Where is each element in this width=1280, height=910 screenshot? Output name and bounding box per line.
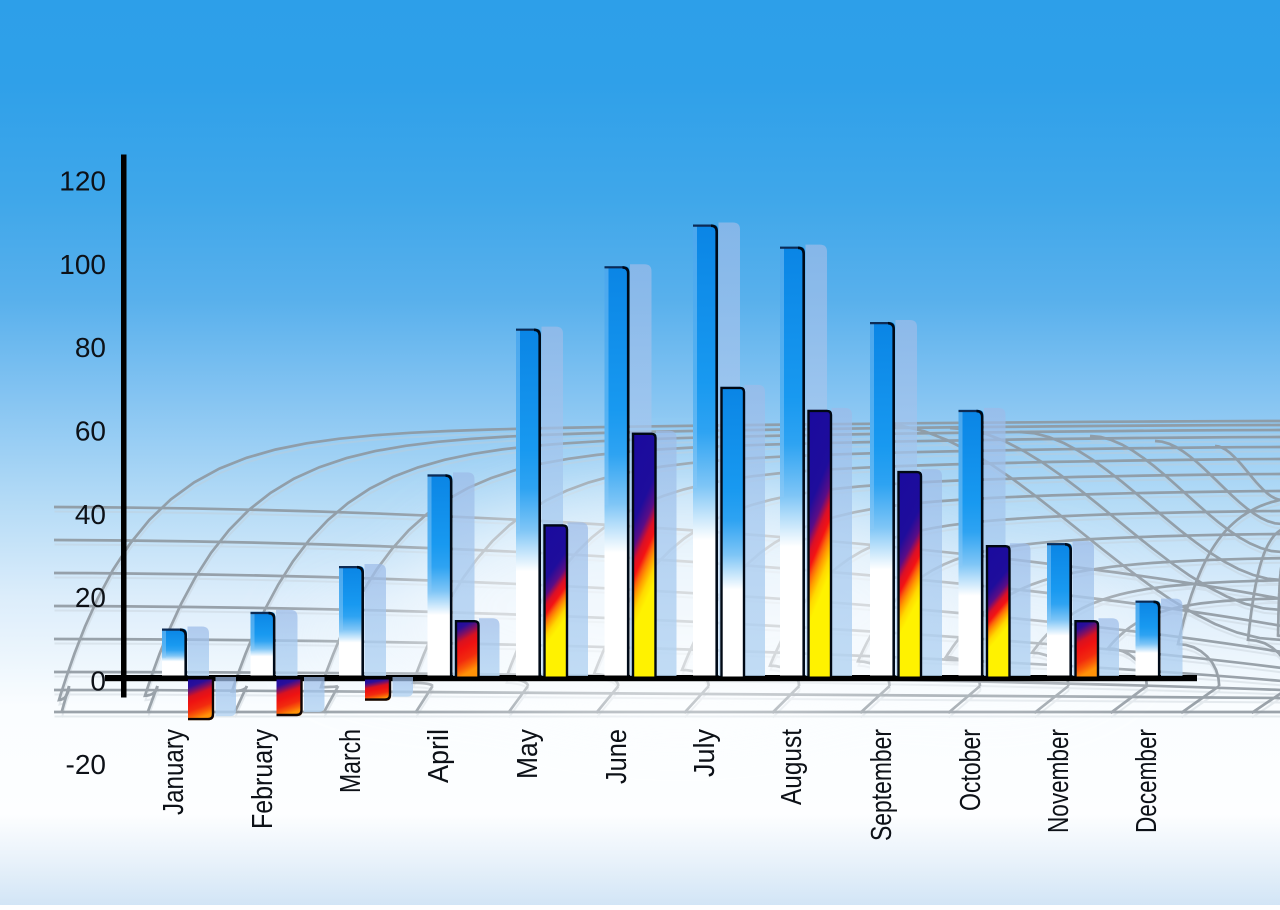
svg-text:120: 120	[59, 166, 106, 197]
svg-text:100: 100	[59, 249, 106, 280]
svg-text:July: July	[689, 729, 721, 777]
svg-text:September: September	[866, 729, 898, 841]
svg-text:November: November	[1043, 729, 1075, 833]
svg-text:40: 40	[75, 499, 106, 530]
svg-text:20: 20	[75, 582, 106, 613]
svg-text:80: 80	[75, 332, 106, 363]
svg-text:June: June	[601, 729, 633, 784]
svg-text:January: January	[158, 729, 190, 815]
svg-text:May: May	[512, 729, 544, 779]
svg-text:August: August	[776, 729, 808, 805]
svg-text:February: February	[247, 729, 279, 829]
svg-text:December: December	[1131, 729, 1163, 833]
svg-text:0: 0	[90, 666, 106, 697]
svg-text:60: 60	[75, 416, 106, 447]
svg-text:October: October	[955, 729, 987, 811]
svg-text:-20: -20	[66, 749, 106, 780]
svg-text:April: April	[423, 729, 455, 783]
svg-text:March: March	[335, 729, 367, 793]
